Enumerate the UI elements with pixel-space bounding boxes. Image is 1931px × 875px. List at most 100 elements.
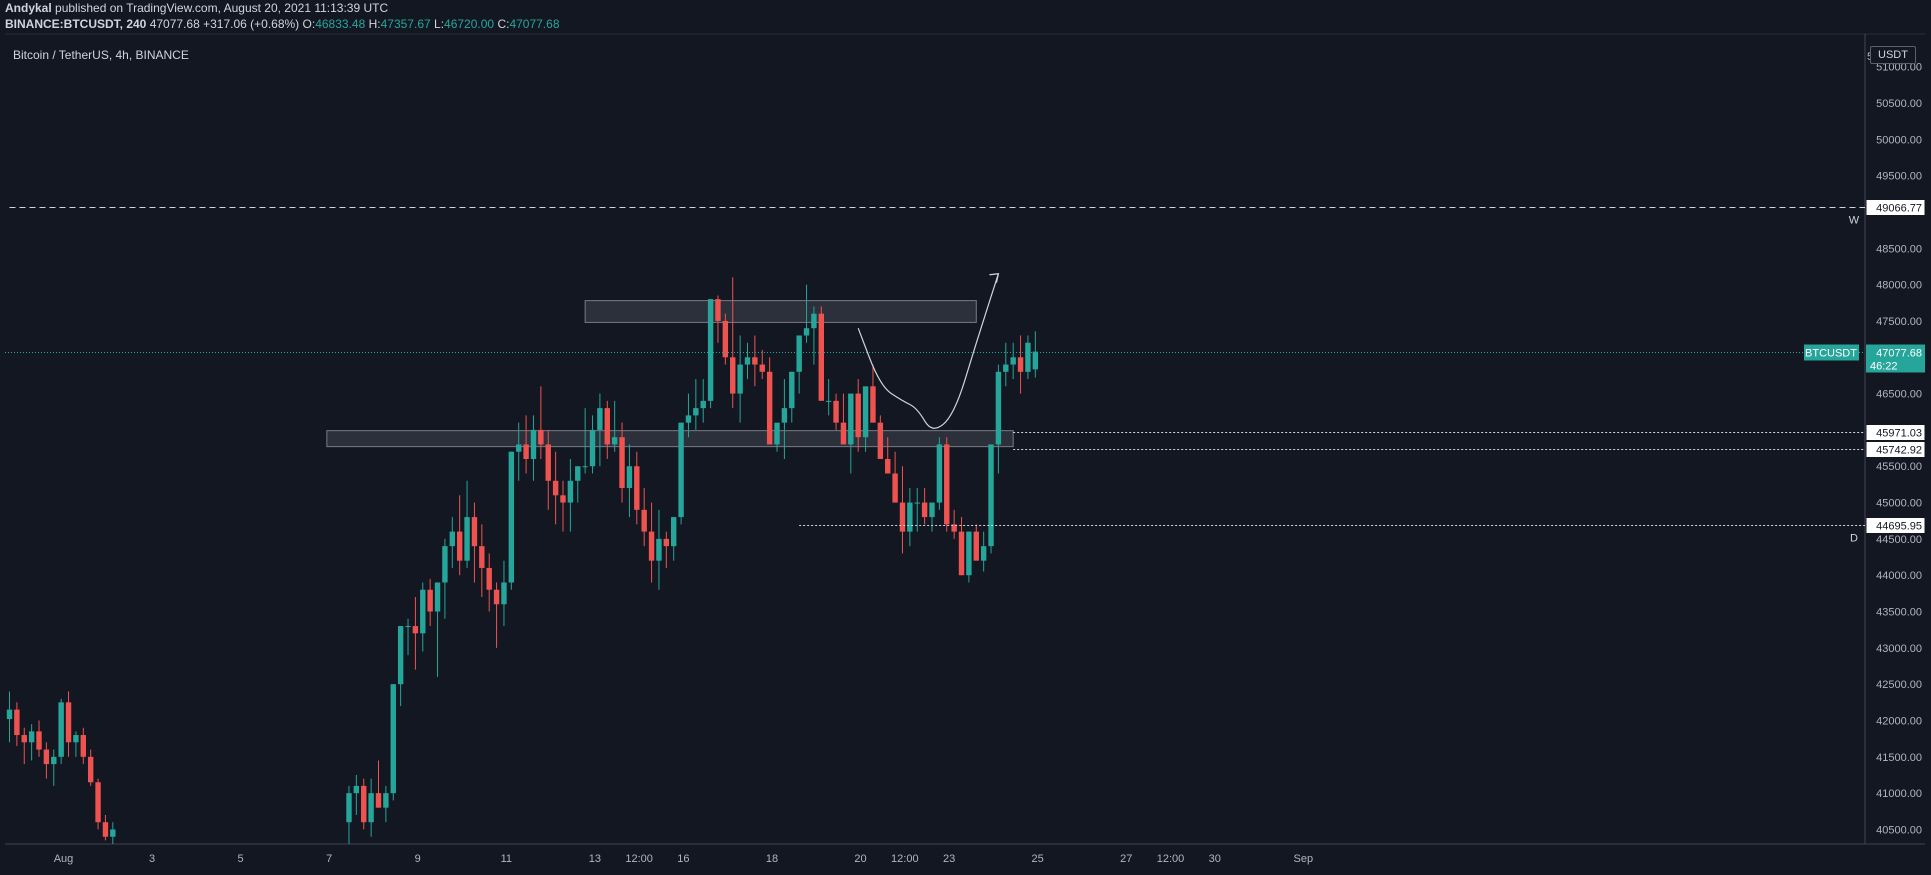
candle-body — [508, 451, 515, 583]
candle-body — [766, 371, 773, 445]
candle — [730, 277, 736, 409]
candle — [493, 582, 500, 648]
candle — [958, 517, 965, 576]
candle-body — [995, 371, 1002, 445]
candle-body — [641, 509, 647, 532]
candle — [567, 458, 574, 532]
level-45742-label-box — [1865, 441, 1926, 458]
candle-body — [434, 582, 441, 612]
candle — [752, 335, 758, 387]
candle-body — [648, 531, 655, 561]
open-value: 46833.48 — [315, 17, 366, 31]
time-tick-label: 12:00 — [1157, 853, 1185, 865]
candle-body — [6, 709, 13, 720]
candle — [1003, 342, 1009, 387]
candle-body — [840, 422, 847, 445]
change-value: +317.06 (+0.68%) — [203, 17, 300, 31]
candle — [634, 451, 640, 525]
time-tick-label: 18 — [766, 853, 778, 865]
candle-body — [973, 531, 979, 561]
candle-body — [678, 422, 684, 518]
candle-body — [722, 320, 729, 358]
candle-body — [700, 400, 706, 409]
candle-body — [390, 684, 396, 794]
candle-body — [43, 749, 50, 765]
candle-body — [110, 829, 116, 837]
candle — [833, 393, 839, 430]
candle-body — [530, 429, 537, 459]
price-tick-label: 47500.00 — [1876, 316, 1922, 328]
candle-body — [65, 702, 72, 743]
time-tick-label: 12:00 — [891, 853, 919, 865]
candle — [36, 720, 42, 757]
candle-body — [966, 531, 972, 576]
candle-body — [604, 408, 610, 445]
resistance-zone[interactable] — [584, 300, 977, 323]
candle — [420, 582, 426, 652]
candle — [848, 393, 854, 474]
candle — [693, 379, 699, 430]
candle — [508, 451, 515, 590]
candle — [516, 422, 522, 481]
time-tick-label: Aug — [54, 853, 74, 865]
candle — [774, 422, 780, 452]
candle-body — [597, 408, 603, 430]
candle — [885, 437, 891, 474]
candle — [471, 502, 478, 583]
candle-body — [14, 709, 20, 736]
weekly-level-label: 49066.77 — [1876, 203, 1922, 215]
candle-body — [353, 785, 360, 794]
candle — [501, 560, 507, 627]
candle — [538, 386, 544, 459]
daily-level-marker: D — [1850, 533, 1858, 545]
symbol-interval: BINANCE:BTCUSDT, 240 — [5, 17, 147, 31]
candle-body — [693, 408, 699, 416]
candle-body — [21, 735, 27, 743]
candle-body — [87, 756, 94, 783]
projection-arrow-head — [989, 273, 1000, 283]
daily-level-label-box — [1865, 517, 1926, 534]
price-tick-label: 48000.00 — [1876, 280, 1922, 292]
candle-body — [663, 538, 670, 547]
candle — [73, 731, 79, 757]
candle — [28, 724, 35, 761]
price-tick-label: 46500.00 — [1876, 389, 1922, 401]
author-name[interactable]: Andykal — [5, 1, 52, 15]
candle-body — [626, 466, 633, 489]
symbol-tag: BTCUSDT — [1805, 348, 1857, 360]
candle-body — [405, 626, 411, 628]
candle-body — [789, 371, 795, 409]
candle-body — [619, 437, 625, 489]
candle — [626, 444, 633, 518]
support-zone[interactable] — [326, 430, 1014, 448]
price-tick-label: 43000.00 — [1876, 643, 1922, 655]
candle-body — [73, 735, 79, 743]
candle-body — [28, 731, 35, 743]
candle-body — [803, 328, 810, 336]
bar-countdown: 46:22 — [1870, 361, 1898, 373]
time-tick-label: 3 — [149, 853, 155, 865]
level-45971-label-box — [1865, 424, 1926, 441]
last-value: 47077.68 — [149, 17, 200, 31]
price-tick-label: 45500.00 — [1876, 461, 1922, 473]
candle — [944, 437, 950, 532]
candle — [789, 371, 795, 423]
time-tick-label: 23 — [943, 853, 955, 865]
candle-body — [361, 785, 367, 823]
price-tick-label: 41500.00 — [1876, 752, 1922, 764]
weekly-level-label-box — [1865, 199, 1926, 216]
projection-path[interactable] — [857, 273, 999, 429]
candle — [648, 502, 655, 583]
currency-button[interactable]: USDT — [1870, 46, 1916, 64]
candle-body — [744, 357, 751, 365]
candle — [464, 480, 470, 568]
candle — [582, 408, 588, 474]
candle — [95, 778, 101, 830]
candle-body — [442, 546, 448, 583]
candle-body — [833, 400, 839, 423]
candle-body — [870, 386, 876, 423]
candle — [870, 364, 876, 423]
candle — [102, 814, 109, 841]
price-tick-label: 41000.00 — [1876, 788, 1922, 800]
